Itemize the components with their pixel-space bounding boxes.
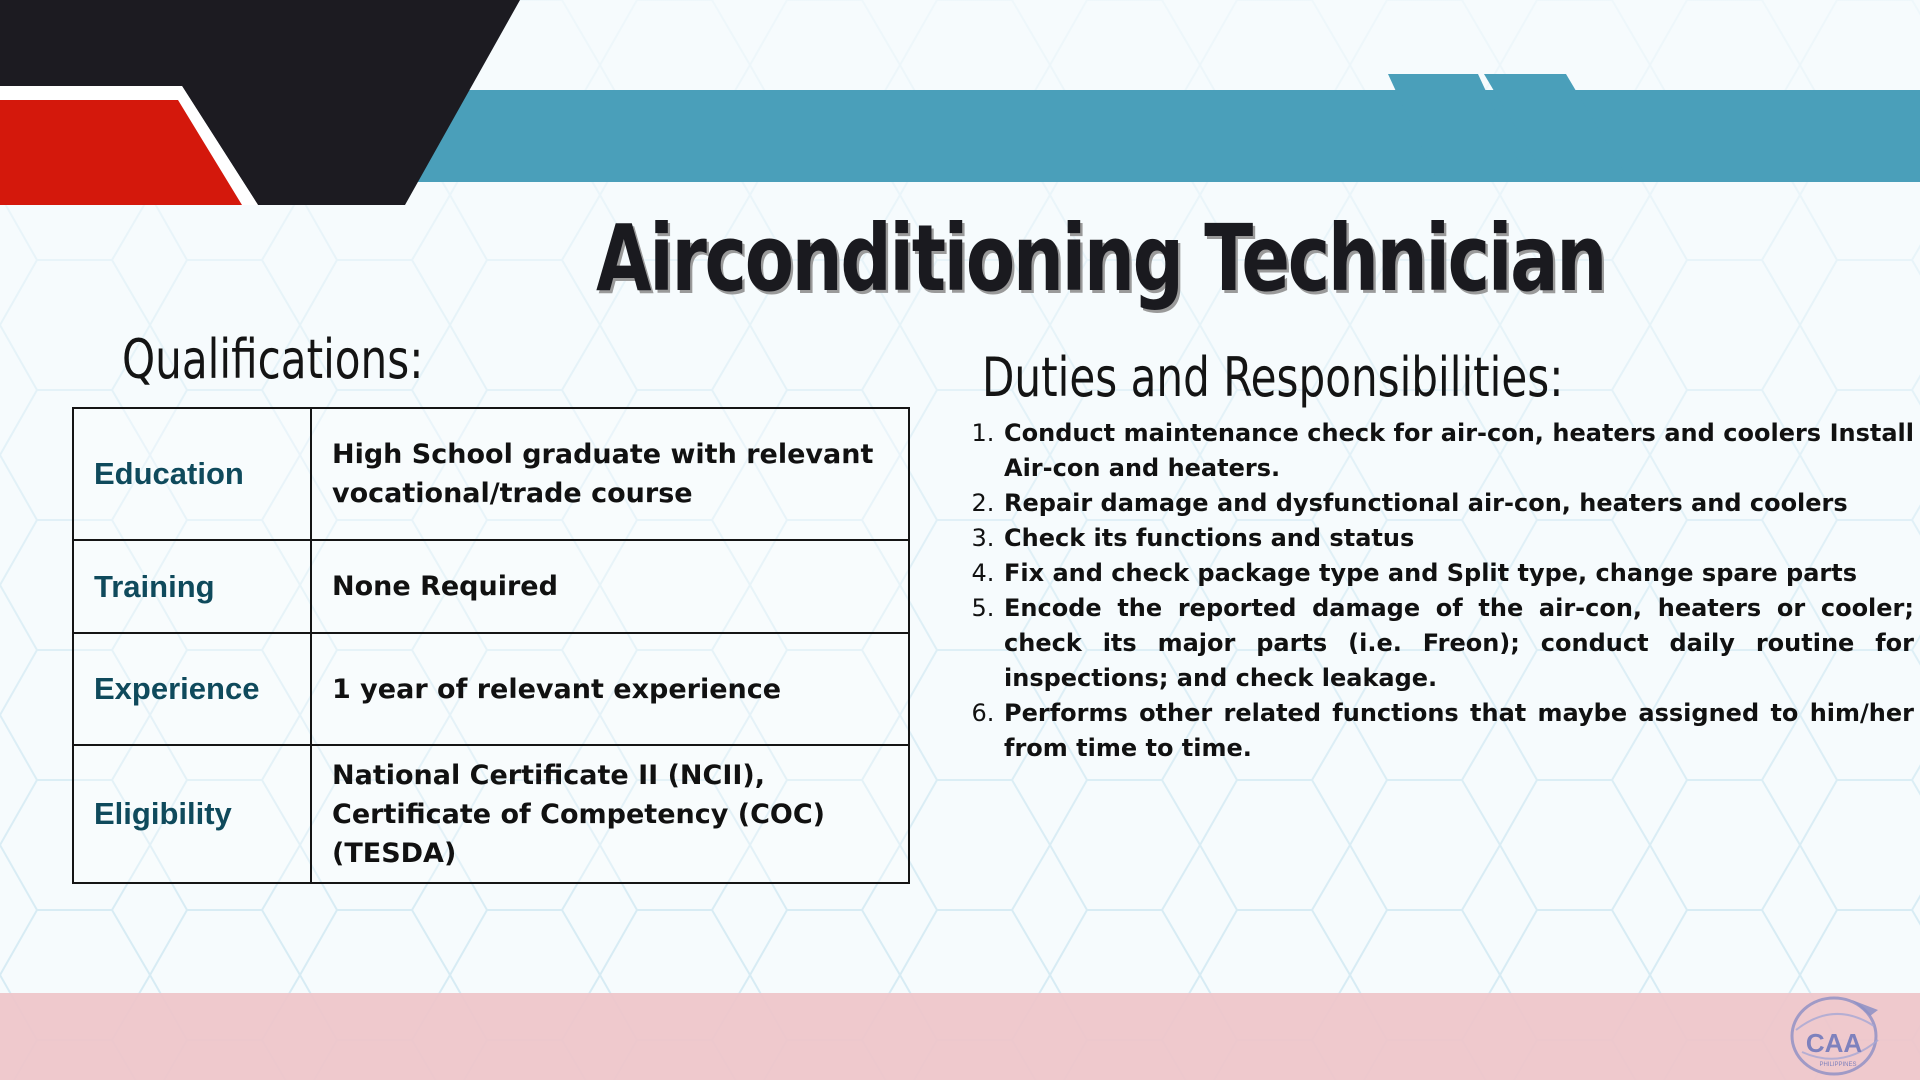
list-item: Repair damage and dysfunctional air-con,…: [1002, 486, 1914, 521]
row-label: Eligibility: [72, 744, 312, 884]
list-item: Conduct maintenance check for air-con, h…: [1002, 416, 1914, 486]
slide-title: Airconditioning Technician: [596, 205, 1607, 312]
row-label: Training: [72, 539, 312, 634]
table-row: Experience 1 year of relevant experience: [72, 632, 910, 746]
qualifications-heading: Qualifications:: [122, 328, 424, 391]
table-row: Eligibility National Certificate II (NCI…: [72, 744, 910, 884]
row-label: Experience: [72, 632, 312, 746]
row-label: Education: [72, 407, 312, 541]
footer-band: [0, 993, 1920, 1080]
row-value: 1 year of relevant experience: [310, 632, 910, 746]
header-red-shape: [0, 100, 242, 205]
qualifications-table: Education High School graduate with rele…: [72, 407, 910, 884]
header-white-stripe: [0, 86, 258, 205]
svg-text:PHILIPPINES: PHILIPPINES: [1819, 1062, 1856, 1068]
header-blue-slash-1: [1388, 74, 1528, 182]
table-row: Training None Required: [72, 539, 910, 634]
list-item: Encode the reported damage of the air-co…: [1002, 591, 1914, 696]
duties-heading: Duties and Responsibilities:: [982, 346, 1564, 409]
list-item: Check its functions and status: [1002, 521, 1914, 556]
table-row: Education High School graduate with rele…: [72, 407, 910, 541]
header-blue-slash-2: [1484, 74, 1630, 182]
row-value: High School graduate with relevant vocat…: [310, 407, 910, 541]
slide-title-wrapper: Airconditioning Technician: [596, 205, 1607, 312]
caa-logo: CAA PHILIPPINES: [1790, 996, 1879, 1076]
header-blue-bar: [412, 90, 1920, 182]
duties-list: Conduct maintenance check for air-con, h…: [978, 416, 1914, 766]
list-item: Performs other related functions that ma…: [1002, 696, 1914, 766]
list-item: Fix and check package type and Split typ…: [1002, 556, 1914, 591]
header-dark-shape: [0, 0, 520, 205]
row-value: National Certificate II (NCII), Certific…: [310, 744, 910, 884]
row-value: None Required: [310, 539, 910, 634]
svg-text:CAA: CAA: [1806, 1028, 1863, 1058]
header-decoration: [0, 0, 1920, 205]
